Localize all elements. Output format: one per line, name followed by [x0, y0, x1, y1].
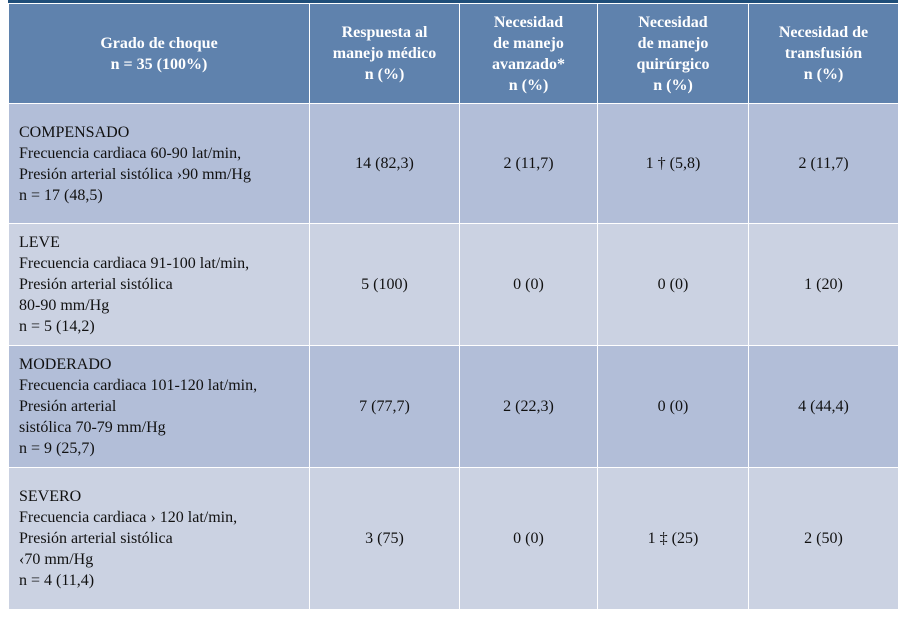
header-surgical-management: Necesidad de manejo quirúrgico n (%): [597, 3, 749, 104]
header-row: Grado de choque n = 35 (100%) Respuesta a…: [8, 3, 899, 104]
text-line: Presión arterial sistólica ›90 mm/Hg: [19, 165, 251, 183]
transfusion-value: 4 (44,4): [748, 345, 899, 468]
surgical-management-value: 1 ‡ (25): [597, 467, 749, 610]
table-row: SEVERO Frecuencia cardiaca › 120 lat/min,…: [8, 467, 899, 610]
text-line: sistólica 70-79 mm/Hg: [19, 419, 166, 436]
medical-response-value: 7 (77,7): [309, 345, 460, 468]
text-line: Grado de choque: [100, 34, 218, 52]
transfusion-value: 2 (11,7): [748, 103, 899, 224]
transfusion-value: 2 (50): [748, 467, 899, 610]
text-line: de manejo: [493, 34, 564, 52]
grade-cell: MODERADO Frecuencia cardiaca 101-120 lat/…: [8, 345, 310, 468]
text-line: Frecuencia cardiaca 91-100 lat/min,: [19, 255, 250, 272]
advanced-management-value: 0 (0): [459, 223, 598, 346]
text-line: manejo médico: [332, 45, 437, 62]
text-line: SEVERO: [19, 488, 82, 505]
text-line: Frecuencia cardiaca 60-90 lat/min,: [19, 144, 242, 162]
text-line: Frecuencia cardiaca 101-120 lat/min,: [19, 377, 258, 394]
text-line: n (%): [653, 76, 693, 94]
header-advanced-management: Necesidad de manejo avanzado* n (%): [459, 3, 598, 104]
advanced-management-value: 2 (11,7): [459, 103, 598, 224]
text-line: avanzado*: [492, 55, 565, 73]
medical-response-value: 5 (100): [309, 223, 460, 346]
text-line: Frecuencia cardiaca › 120 lat/min,: [19, 509, 238, 526]
surgical-management-value: 0 (0): [597, 345, 749, 468]
text-line: n = 9 (25,7): [19, 440, 95, 457]
surgical-management-value: 1 † (5,8): [597, 103, 749, 224]
text-line: 80-90 mm/Hg: [19, 297, 110, 314]
grade-cell: LEVE Frecuencia cardiaca 91-100 lat/min, P…: [8, 223, 310, 346]
header-grade: Grado de choque n = 35 (100%): [8, 3, 310, 104]
grade-cell: SEVERO Frecuencia cardiaca › 120 lat/min,…: [8, 467, 310, 610]
text-line: Presión arterial sistólica: [19, 530, 173, 547]
text-line: Necesidad: [638, 13, 708, 31]
medical-response-value: 14 (82,3): [309, 103, 460, 224]
text-line: COMPENSADO: [19, 123, 130, 141]
advanced-management-value: 2 (22,3): [459, 345, 598, 468]
text-line: Necesidad de: [778, 24, 869, 41]
text-line: quirúrgico: [636, 55, 710, 73]
text-line: n (%): [508, 76, 549, 94]
text-line: Necesidad: [493, 13, 564, 31]
table-row: MODERADO Frecuencia cardiaca 101-120 lat/…: [8, 345, 899, 468]
text-line: n (%): [364, 66, 405, 83]
text-line: n = 17 (48,5): [19, 186, 103, 204]
text-line: n = 5 (14,2): [19, 318, 95, 335]
grade-cell: COMPENSADO Frecuencia cardiaca 60-90 lat/…: [8, 103, 310, 224]
text-line: ‹70 mm/Hg: [19, 551, 94, 568]
text-line: de manejo: [637, 34, 709, 52]
text-line: transfusión: [784, 45, 863, 62]
text-line: LEVE: [19, 234, 60, 251]
advanced-management-value: 0 (0): [459, 467, 598, 610]
text-line: n = 35 (100%): [110, 55, 208, 73]
table-row: LEVE Frecuencia cardiaca 91-100 lat/min, P…: [8, 223, 899, 346]
text-line: n (%): [803, 66, 844, 83]
table-row: COMPENSADO Frecuencia cardiaca 60-90 lat/…: [8, 103, 899, 224]
text-line: MODERADO: [19, 356, 112, 373]
top-rule: [8, 0, 898, 3]
text-line: Presión arterial: [19, 398, 117, 415]
header-transfusion: Necesidad de transfusión n (%): [748, 3, 899, 104]
text-line: Presión arterial sistólica: [19, 276, 173, 293]
shock-grade-table: Grado de choque n = 35 (100%) Respuesta a…: [8, 3, 899, 610]
header-medical-response: Respuesta al manejo médico n (%): [309, 3, 460, 104]
text-line: Respuesta al: [341, 24, 428, 41]
transfusion-value: 1 (20): [748, 223, 899, 346]
medical-response-value: 3 (75): [309, 467, 460, 610]
text-line: n = 4 (11,4): [19, 572, 95, 589]
surgical-management-value: 0 (0): [597, 223, 749, 346]
